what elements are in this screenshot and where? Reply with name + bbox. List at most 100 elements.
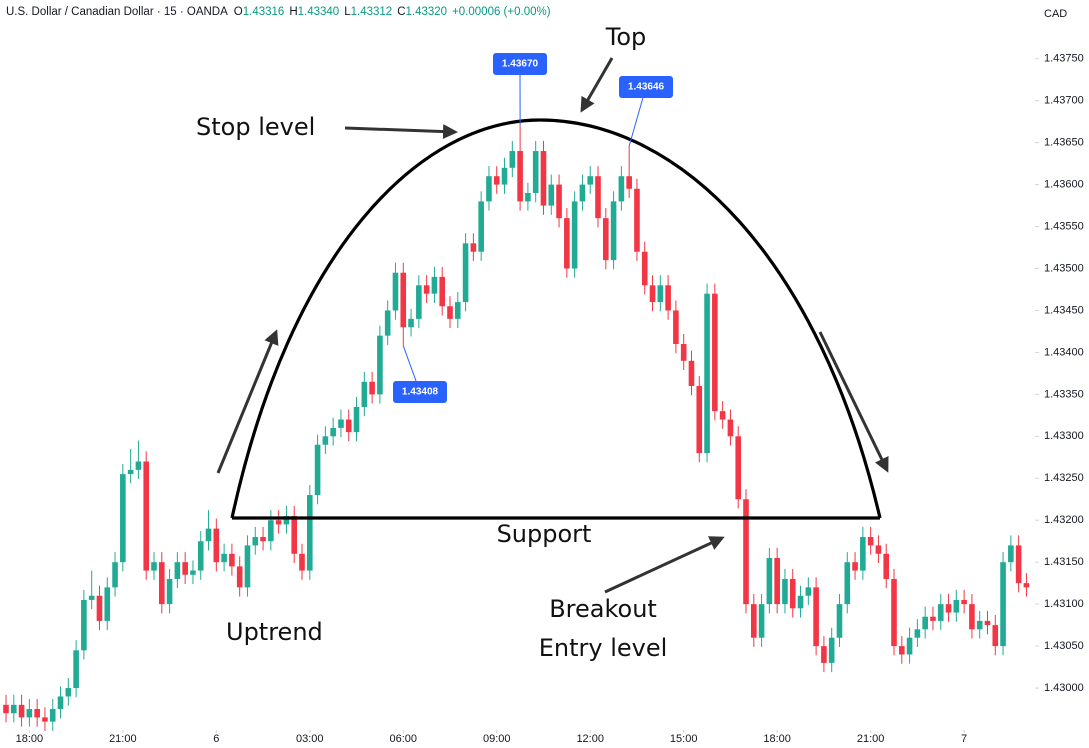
x-tick-label: 06:00: [390, 733, 418, 745]
x-tick-label: 7: [961, 733, 967, 745]
candle-body: [875, 545, 882, 554]
candle-body: [423, 285, 430, 294]
candle-body: [408, 318, 414, 328]
candle-body: [291, 516, 298, 554]
y-tick-label: 1.43400: [1044, 346, 1084, 358]
candle-body: [57, 696, 64, 710]
candle-body: [898, 646, 905, 655]
candle-body: [252, 537, 259, 546]
candle-body: [774, 557, 780, 605]
callout-box: [619, 76, 673, 98]
candle-body: [587, 176, 594, 185]
candle-body: [361, 381, 368, 407]
candle-body: [501, 167, 508, 185]
candle-body: [914, 629, 921, 638]
candle-body: [696, 385, 703, 454]
candle-body: [766, 557, 773, 605]
candle-body: [197, 541, 204, 571]
callout-label: 1.43408: [402, 387, 439, 398]
candle-body: [540, 151, 547, 206]
candle-body: [49, 709, 56, 722]
candle-body: [821, 646, 827, 663]
y-tick-label: 1.43450: [1044, 304, 1084, 316]
candle-body: [680, 344, 687, 361]
candle-body: [447, 306, 453, 319]
candle-body: [314, 444, 321, 496]
candle-body: [556, 184, 562, 219]
symbol-header: U.S. Dollar / Canadian Dollar · 15 · OAN…: [6, 6, 551, 18]
x-tick-label: 18:00: [763, 733, 791, 745]
y-tick-label: 1.43150: [1044, 556, 1084, 568]
candle-body: [665, 285, 671, 311]
candle-body: [704, 293, 710, 454]
candle-body: [454, 302, 461, 319]
rounding-top-curve: [230, 118, 882, 519]
candle-body: [712, 293, 718, 412]
candle-body: [486, 176, 492, 202]
candle-body: [439, 276, 446, 307]
y-tick-label: 1.43250: [1044, 472, 1084, 484]
candle-body: [493, 176, 500, 185]
y-tick-label: 1.43750: [1044, 53, 1084, 65]
candle-body: [392, 272, 399, 311]
y-tick-label: 1.43350: [1044, 388, 1084, 400]
candle-body: [867, 537, 874, 546]
candle-body: [268, 520, 274, 542]
annotation: Stop level: [196, 113, 315, 141]
candle-body: [158, 562, 165, 605]
x-tick-label: 03:00: [296, 733, 324, 745]
y-tick-label: 1.43550: [1044, 220, 1084, 232]
candle-body: [470, 243, 477, 252]
candle-body: [532, 151, 539, 193]
candle-body: [330, 427, 336, 437]
candle-body: [743, 499, 749, 605]
y-tick-label: 1.43500: [1044, 262, 1084, 274]
annotation: Top: [605, 23, 647, 51]
ohlc-value: 1.43320: [406, 6, 448, 18]
candle-body: [945, 604, 952, 613]
candle-body: [618, 176, 625, 202]
candle-body: [906, 637, 913, 655]
candle-body: [860, 537, 866, 571]
candle-body: [844, 562, 851, 605]
candle-body: [548, 184, 555, 206]
candle-body: [595, 176, 601, 219]
candle-body: [345, 419, 352, 433]
candle-body: [229, 553, 235, 567]
candle-body: [338, 419, 344, 428]
candle-body: [1000, 562, 1006, 647]
candle-body: [758, 604, 765, 638]
candle-body: [626, 176, 632, 189]
candle-body: [73, 650, 79, 689]
ohlc-value: 1.43340: [298, 6, 340, 18]
y-tick-label: 1.43100: [1044, 598, 1084, 610]
candle-body: [127, 469, 134, 475]
y-tick-label: 1.43300: [1044, 430, 1084, 442]
candle-body: [151, 562, 157, 571]
candle-body: [852, 562, 858, 571]
candle-body: [65, 688, 72, 697]
candle-body: [416, 285, 422, 319]
candle-body: [104, 587, 111, 621]
ohlc-value: 1.43312: [351, 6, 393, 18]
downtrend-arrow: [818, 331, 889, 473]
candle-body: [18, 704, 25, 718]
stop-level-arrow: [344, 124, 458, 140]
ohlc-key: O: [234, 6, 243, 18]
candle-body: [1015, 545, 1022, 584]
candle-body: [579, 184, 586, 202]
candle-body: [813, 587, 819, 647]
candle-body: [462, 243, 469, 303]
candle-body: [976, 620, 983, 630]
candle-body: [641, 251, 648, 286]
candle-body: [96, 595, 103, 621]
callout-label: 1.43670: [502, 59, 539, 70]
candle-body: [883, 553, 890, 579]
candle-body: [805, 587, 812, 596]
candle-body: [984, 620, 991, 626]
candle-body: [891, 578, 897, 647]
candle-body: [174, 562, 181, 579]
label-layer: 1.43000 1.43050 1.43100 1.43150 1.43200 1.432…: [16, 23, 1084, 745]
candle-body: [571, 201, 578, 269]
candle-body: [961, 599, 967, 605]
